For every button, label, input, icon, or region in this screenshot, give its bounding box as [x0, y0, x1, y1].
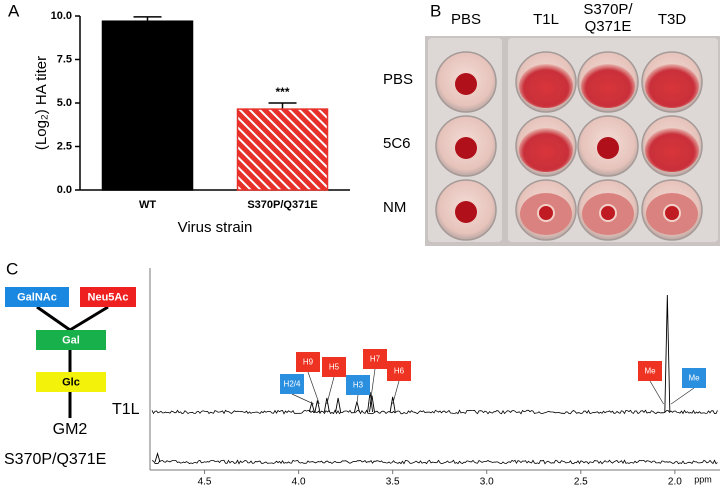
y-axis-label: (Log₂) HA titer — [33, 56, 50, 150]
spectrum-baseline — [151, 459, 718, 465]
annotation-leader — [307, 371, 320, 405]
y-tick-label: 5.0 — [57, 97, 72, 109]
lattice — [645, 64, 699, 108]
panel-label: A — [8, 1, 20, 20]
annotation-box — [387, 361, 411, 381]
column-label: Q371E — [585, 18, 632, 35]
row-label: PBS — [383, 71, 413, 88]
glycan-node — [5, 287, 69, 307]
spectrum-peak — [367, 392, 374, 413]
annotation-box — [280, 374, 304, 394]
x-tick-label: S370P/Q371E — [247, 199, 317, 211]
column-label: PBS — [451, 11, 481, 28]
glycan-node — [36, 330, 106, 350]
panel-label: B — [430, 1, 441, 20]
spectrum-peak — [154, 452, 161, 463]
annotation-leader — [670, 387, 695, 405]
annotation-box — [682, 368, 706, 388]
button — [597, 137, 619, 159]
x-tick-label: 3.0 — [480, 477, 494, 488]
annotation-leader — [291, 393, 314, 405]
lattice — [645, 128, 699, 172]
annotation-leader — [369, 368, 376, 405]
y-tick-label: 0.0 — [57, 184, 72, 196]
column-label: T3D — [658, 11, 687, 28]
glycan-name: GM2 — [53, 421, 88, 438]
spectrum-peak — [369, 395, 375, 413]
button — [599, 204, 617, 222]
annotation-label: H2/4 — [284, 380, 301, 389]
x-axis-label: ppm — [694, 474, 712, 484]
glycan-label: Gal — [62, 334, 80, 346]
spectrum-peak — [664, 294, 671, 413]
annotation-label: H9 — [303, 358, 314, 367]
column-label: S370P/ — [583, 1, 633, 18]
x-tick-label: 4.0 — [292, 477, 306, 488]
annotation-label: H5 — [329, 363, 340, 372]
series-label: S370P/Q371E — [4, 451, 106, 468]
button — [537, 204, 555, 222]
bar — [236, 108, 329, 191]
spectrum-peak — [323, 397, 330, 413]
button — [455, 201, 477, 223]
annotation-leader — [392, 380, 400, 405]
lattice — [581, 64, 635, 108]
series-label: T1L — [112, 401, 140, 418]
annotation-label: H7 — [370, 355, 381, 364]
button — [455, 137, 477, 159]
annotation-leader — [356, 394, 359, 405]
annotation-label: Me — [688, 374, 700, 383]
button — [663, 204, 681, 222]
glycan-node — [36, 372, 106, 392]
annotation-leader — [326, 376, 335, 405]
spectrum-peak — [335, 397, 342, 413]
column-label: T1L — [533, 11, 559, 28]
spectrum-peak — [389, 396, 396, 413]
row-label: NM — [383, 199, 406, 216]
significance: *** — [275, 85, 289, 99]
y-tick-label: 2.5 — [57, 140, 72, 152]
button — [455, 73, 477, 95]
x-tick-label: 3.5 — [386, 477, 400, 488]
row-label: 5C6 — [383, 135, 411, 152]
x-tick-label: 2.0 — [668, 477, 682, 488]
x-tick-label: 2.5 — [574, 477, 588, 488]
x-axis-label: Virus strain — [178, 219, 253, 236]
annotation-box — [363, 349, 387, 369]
glycan-bond — [69, 305, 109, 332]
annotation-box — [322, 357, 346, 377]
glycan-node — [80, 287, 136, 307]
annotation-leader — [649, 380, 664, 405]
annotation-box — [346, 375, 370, 395]
spectrum-peak — [314, 400, 321, 413]
annotation-box — [638, 361, 662, 381]
annotation-label: H3 — [353, 381, 364, 390]
annotation-box — [296, 352, 320, 372]
x-tick-label: 4.5 — [198, 477, 212, 488]
glycan-label: Glc — [62, 376, 80, 388]
bar — [101, 20, 194, 191]
y-tick-label: 7.5 — [57, 53, 72, 65]
y-tick-label: 10.0 — [51, 10, 72, 22]
glycan-label: GalNAc — [17, 291, 57, 303]
annotation-label: Me — [644, 367, 656, 376]
glycan-bond — [36, 305, 71, 332]
x-tick-label: WT — [139, 199, 156, 211]
annotation-label: H6 — [394, 367, 405, 376]
spectrum-baseline — [151, 409, 718, 415]
panel-label: C — [6, 259, 18, 278]
lattice — [519, 128, 573, 172]
glycan-label: Neu5Ac — [88, 291, 129, 303]
spectrum-peak — [308, 400, 315, 413]
lattice — [519, 64, 573, 108]
